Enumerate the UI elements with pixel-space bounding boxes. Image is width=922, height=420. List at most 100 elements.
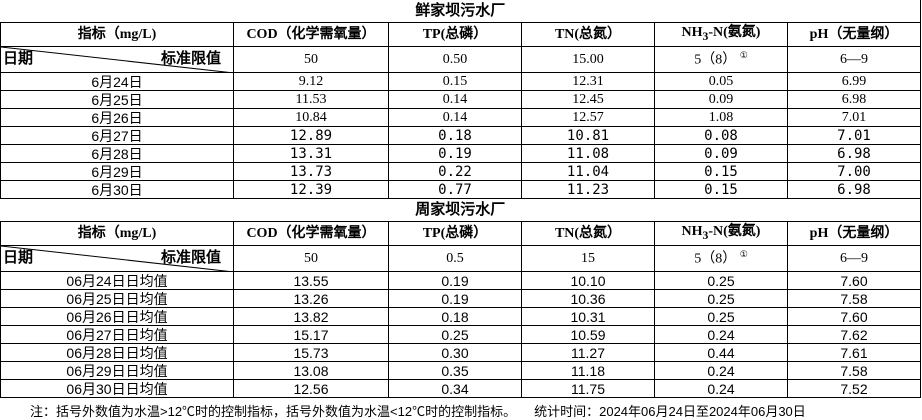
value-cell: 13.73 [233, 162, 389, 181]
value-cell: 11.18 [521, 361, 655, 380]
value-cell: 0.09 [654, 90, 788, 109]
value-cell: 11.08 [521, 144, 655, 163]
value-cell: 0.77 [388, 180, 522, 199]
value-cell: 0.30 [388, 343, 522, 362]
col-nh3: NH3-N(氨氮) [654, 22, 788, 47]
value-cell: 6.98 [787, 90, 921, 109]
date-cell: 06月27日日均值 [0, 325, 234, 344]
value-cell: 0.09 [654, 144, 788, 163]
value-cell: 0.19 [388, 271, 522, 290]
value-cell: 0.25 [654, 307, 788, 326]
value-cell: 12.31 [521, 72, 655, 91]
value-cell: 13.31 [233, 144, 389, 163]
value-cell: 11.75 [521, 379, 655, 398]
table-row: 6月25日 11.53 0.14 12.45 0.09 6.98 [0, 90, 921, 109]
value-cell: 0.25 [388, 325, 522, 344]
value-cell: 10.81 [521, 126, 655, 145]
std-cod: 50 [233, 46, 389, 73]
value-cell: 0.44 [654, 343, 788, 362]
note-text: 注：括号外数值为水温>12℃时的控制指标，括号外数值为水温<12℃时的控制指标。 [30, 404, 517, 419]
value-cell: 7.58 [787, 289, 921, 308]
footnote: 注：括号外数值为水温>12℃时的控制指标，括号外数值为水温<12℃时的控制指标。… [30, 401, 824, 420]
value-cell: 7.52 [787, 379, 921, 398]
diagonal-header: 日期 标准限值 [0, 245, 234, 272]
value-cell: 0.24 [654, 361, 788, 380]
value-cell: 7.60 [787, 271, 921, 290]
plant-title: 周家坝污水厂 [0, 199, 921, 222]
std-tn: 15.00 [521, 46, 655, 73]
value-cell: 0.25 [654, 289, 788, 308]
table-xianjiaba: 鲜家坝污水厂 指标（mg/L) COD（化学需氧量） TP(总磷） TN(总氮）… [0, 0, 921, 199]
header-row: 指标（mg/L) COD（化学需氧量） TP(总磷） TN(总氮） NH3-N(… [0, 221, 921, 246]
value-cell: 15.17 [233, 325, 389, 344]
table-row: 06月25日日均值 13.26 0.19 10.36 0.25 7.58 [0, 289, 921, 308]
date-cell: 06月28日日均值 [0, 343, 234, 362]
table-row: 06月28日日均值 15.73 0.30 11.27 0.44 7.61 [0, 343, 921, 362]
value-cell: 0.14 [388, 108, 522, 127]
date-cell: 6月30日 [0, 180, 234, 199]
value-cell: 12.56 [233, 379, 389, 398]
col-cod: COD（化学需氧量） [233, 221, 389, 246]
table-row: 06月29日日均值 13.08 0.35 11.18 0.24 7.58 [0, 361, 921, 380]
col-cod: COD（化学需氧量） [233, 22, 389, 47]
value-cell: 0.35 [388, 361, 522, 380]
date-cell: 06月30日日均值 [0, 379, 234, 398]
std-nh3: 5（8） ① [654, 46, 788, 73]
col-nh3: NH3-N(氨氮) [654, 221, 788, 246]
value-cell: 7.58 [787, 361, 921, 380]
col-tn: TN(总氮） [521, 221, 655, 246]
value-cell: 7.01 [787, 108, 921, 127]
date-cell: 6月28日 [0, 144, 234, 163]
value-cell: 10.84 [233, 108, 389, 127]
value-cell: 0.15 [388, 72, 522, 91]
table-row: 06月30日日均值 12.56 0.34 11.75 0.24 7.52 [0, 379, 921, 398]
header-row: 指标（mg/L) COD（化学需氧量） TP(总磷） TN(总氮） NH3-N(… [0, 22, 921, 47]
col-tp: TP(总磷） [388, 221, 522, 246]
table-row: 06月24日日均值 13.55 0.19 10.10 0.25 7.60 [0, 271, 921, 290]
table-row: 6月30日 12.39 0.77 11.23 0.15 6.98 [0, 180, 921, 199]
plant-title: 鲜家坝污水厂 [0, 0, 921, 23]
table-row: 06月27日日均值 15.17 0.25 10.59 0.24 7.62 [0, 325, 921, 344]
value-cell: 0.15 [654, 180, 788, 199]
value-cell: 11.23 [521, 180, 655, 199]
stat-time: 统计时间：2024年06月24日至2024年06月30日 [534, 404, 806, 419]
value-cell: 13.26 [233, 289, 389, 308]
date-cell: 6月29日 [0, 162, 234, 181]
value-cell: 0.19 [388, 144, 522, 163]
value-cell: 13.55 [233, 271, 389, 290]
value-cell: 11.27 [521, 343, 655, 362]
diagonal-header: 日期 标准限值 [0, 46, 234, 73]
date-cell: 06月26日日均值 [0, 307, 234, 326]
value-cell: 10.36 [521, 289, 655, 308]
date-cell: 06月25日日均值 [0, 289, 234, 308]
table-row: 6月24日 9.12 0.15 12.31 0.05 6.99 [0, 72, 921, 91]
value-cell: 11.04 [521, 162, 655, 181]
value-cell: 12.39 [233, 180, 389, 199]
value-cell: 15.73 [233, 343, 389, 362]
table-row: 06月26日日均值 13.82 0.18 10.31 0.25 7.60 [0, 307, 921, 326]
col-tn: TN(总氮） [521, 22, 655, 47]
value-cell: 6.99 [787, 72, 921, 91]
table-row: 6月29日 13.73 0.22 11.04 0.15 7.00 [0, 162, 921, 181]
std-ph: 6—9 [787, 46, 921, 73]
std-tn: 15 [521, 245, 655, 272]
col-ph: pH（无量纲） [787, 22, 921, 47]
value-cell: 12.89 [233, 126, 389, 145]
value-cell: 7.62 [787, 325, 921, 344]
std-nh3: 5（8） ① [654, 245, 788, 272]
table-row: 6月26日 10.84 0.14 12.57 1.08 7.01 [0, 108, 921, 127]
value-cell: 12.57 [521, 108, 655, 127]
value-cell: 0.25 [654, 271, 788, 290]
std-tp: 0.5 [388, 245, 522, 272]
date-cell: 06月29日日均值 [0, 361, 234, 380]
std-ph: 6—9 [787, 245, 921, 272]
value-cell: 0.24 [654, 325, 788, 344]
value-cell: 7.00 [787, 162, 921, 181]
standard-row: 日期 标准限值 50 0.50 15.00 5（8） ① 6—9 [0, 46, 921, 73]
value-cell: 0.08 [654, 126, 788, 145]
value-cell: 0.24 [654, 379, 788, 398]
value-cell: 6.98 [787, 180, 921, 199]
table-row: 6月28日 13.31 0.19 11.08 0.09 6.98 [0, 144, 921, 163]
value-cell: 0.19 [388, 289, 522, 308]
std-cod: 50 [233, 245, 389, 272]
